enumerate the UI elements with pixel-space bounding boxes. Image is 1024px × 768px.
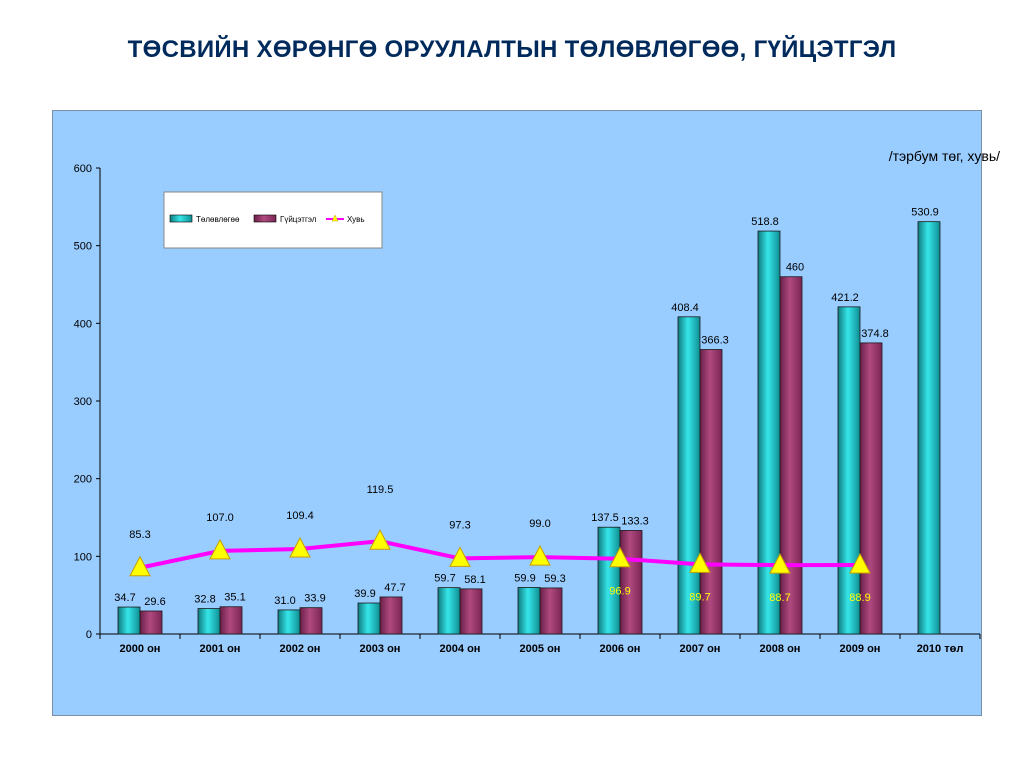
- y-tick-label: 300: [74, 396, 92, 408]
- bar-done-label: 366.3: [701, 335, 729, 347]
- percent-marker: [529, 545, 551, 566]
- bar-plan-label: 421.2: [831, 292, 859, 304]
- bar-done-label: 59.3: [544, 573, 565, 585]
- bar-plan-label: 59.7: [434, 573, 455, 585]
- bar-plan-label: 32.8: [194, 594, 215, 606]
- percent-label: 89.7: [689, 591, 710, 603]
- bar-done: [219, 606, 243, 635]
- percent-marker: [689, 552, 711, 573]
- y-tick-label: 600: [74, 163, 92, 175]
- percent-label: 88.9: [849, 592, 870, 604]
- x-tick-label: 2002 он: [280, 643, 321, 655]
- x-tick-label: 2007 он: [680, 643, 721, 655]
- y-tick-label: 500: [74, 241, 92, 253]
- bar-plan: [197, 608, 221, 635]
- bar-plan: [597, 526, 621, 635]
- bar-done: [299, 607, 323, 635]
- bar-done: [459, 588, 483, 635]
- bar-done-label: 35.1: [224, 592, 245, 604]
- legend-swatch: [169, 214, 193, 223]
- bar-done: [619, 530, 643, 635]
- x-tick-label: 2005 он: [520, 643, 561, 655]
- bar-done: [379, 596, 403, 635]
- percent-marker: [849, 552, 871, 574]
- bar-plan: [277, 609, 301, 635]
- bar-done-label: 374.8: [861, 328, 889, 340]
- bar-plan: [837, 306, 861, 635]
- legend-label: Төлөвлөгөө: [196, 215, 240, 224]
- page-title: ТӨСВИЙН ХӨРӨНГӨ ОРУУЛАЛТЫН ТӨЛӨВЛӨГӨӨ, Г…: [127, 36, 897, 63]
- bar-done: [539, 587, 563, 635]
- bar-done: [139, 610, 163, 635]
- bar-plan: [917, 221, 941, 635]
- x-tick-label: 2004 он: [440, 643, 481, 655]
- bar-plan: [357, 602, 381, 635]
- legend-label: Хувь: [347, 215, 365, 224]
- y-tick-label: 100: [74, 551, 92, 563]
- y-tick-label: 200: [74, 474, 92, 486]
- percent-line: [129, 529, 871, 577]
- axes: 0 100 200 300 400 500 600 2000 он 2001 он 2002 он…: [74, 163, 981, 655]
- bar-done-label: 133.3: [621, 515, 649, 527]
- x-tick-label: 2000 он: [120, 643, 161, 655]
- bar-plan-label: 137.5: [591, 512, 619, 524]
- percent-label: 107.0: [206, 512, 234, 524]
- percent-label: 96.9: [609, 586, 630, 598]
- legend: Төлөвлөгөө Гүйцэтгэл Хувь: [163, 191, 383, 249]
- bar-done-label: 33.9: [304, 593, 325, 605]
- percent-marker: [449, 546, 471, 567]
- data-labels: 34.7 32.8 31.0 39.9 59.7 59.9 137.5 408.4 518.8 4…: [114, 207, 938, 608]
- legend-marker: [331, 214, 339, 222]
- x-tick-label: 2008 он: [760, 643, 801, 655]
- bar-plan: [677, 316, 701, 635]
- y-tick-label: 400: [74, 318, 92, 330]
- bar-plan-label: 39.9: [354, 588, 375, 600]
- bar-plan-label: 34.7: [114, 592, 135, 604]
- unit-note: /тэрбум төг, хувь/: [888, 148, 1000, 164]
- percent-label: 109.4: [286, 510, 314, 522]
- bar-done-label: 47.7: [384, 582, 405, 594]
- bar-plan-label: 408.4: [671, 302, 699, 314]
- x-tick-label: 2010 төл: [917, 643, 964, 655]
- percent-marker: [129, 555, 151, 577]
- bar-done-label: 58.1: [464, 574, 485, 586]
- percent-label: 119.5: [367, 484, 394, 496]
- bar-plan: [117, 606, 141, 635]
- bar-done: [779, 276, 803, 635]
- percent-marker: [609, 546, 631, 568]
- bar-plan-label: 518.8: [751, 216, 779, 228]
- percent-marker: [289, 536, 311, 558]
- percent-marker: [209, 538, 231, 560]
- bar-plan: [517, 587, 541, 635]
- percent-label: 99.0: [529, 518, 550, 530]
- x-tick-label: 2006 он: [600, 643, 641, 655]
- bar-plan-label: 31.0: [274, 595, 295, 607]
- percent-marker: [769, 553, 791, 574]
- percent-label: 97.3: [449, 519, 470, 531]
- percent-label: 85.3: [129, 529, 150, 541]
- x-tick-label: 2003 он: [360, 643, 401, 655]
- bar-plan-label: 59.9: [514, 572, 535, 584]
- bar-done: [859, 342, 883, 635]
- x-tick-label: 2001 он: [200, 643, 241, 655]
- bar-done-label: 460: [786, 262, 804, 274]
- bar-done-label: 29.6: [144, 596, 165, 608]
- legend-label: Гүйцэтгэл: [280, 215, 317, 224]
- bar-plan: [437, 587, 461, 635]
- legend-swatch: [253, 214, 277, 223]
- percent-line-path: [139, 539, 861, 570]
- x-tick-label: 2009 он: [840, 643, 881, 655]
- percent-label: 88.7: [769, 592, 790, 604]
- percent-marker: [369, 529, 391, 550]
- bar-plan-label: 530.9: [911, 207, 939, 219]
- bars: [117, 221, 941, 635]
- y-tick-label: 0: [86, 629, 92, 641]
